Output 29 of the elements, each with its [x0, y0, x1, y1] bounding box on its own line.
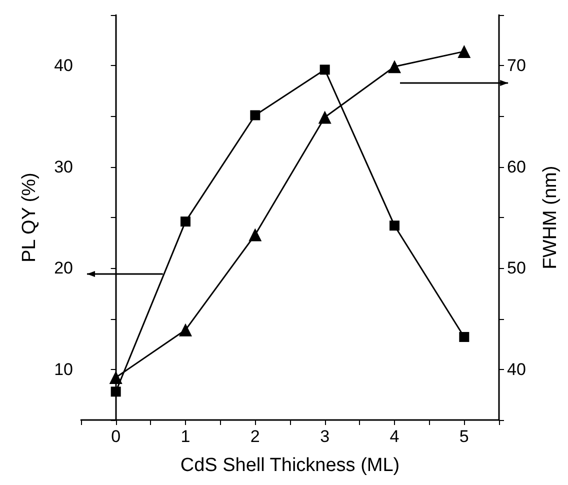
point [459, 332, 470, 342]
x-tick-label: 0 [111, 427, 121, 446]
y2-tick-label: 40 [507, 360, 526, 379]
point [110, 386, 121, 397]
point [390, 220, 400, 231]
x-tick-label: 5 [459, 427, 469, 446]
x-tick-label: 3 [320, 427, 330, 446]
point [179, 323, 192, 336]
y-tick-label: 40 [54, 56, 73, 76]
y-tick-label: 30 [54, 157, 73, 176]
y-tick-label: 10 [54, 360, 73, 379]
point [180, 216, 190, 227]
y2-tick-label: 50 [507, 258, 526, 278]
point [318, 110, 332, 124]
y-axis-title: PL QY (%) [19, 172, 40, 262]
x-tick-label: 4 [390, 427, 400, 446]
point [248, 228, 262, 242]
y-tick-label: 20 [54, 258, 73, 278]
point [320, 64, 330, 75]
point [109, 370, 122, 384]
point [458, 44, 471, 58]
y2-tick-label: 70 [507, 56, 526, 76]
y2-tick-label: 60 [507, 157, 526, 176]
x-tick-label: 2 [250, 427, 260, 446]
point [388, 60, 401, 74]
point [250, 110, 260, 120]
y2-axis-title: FWHM (nm) [540, 166, 561, 270]
x-axis-title: CdS Shell Thickness (ML) [180, 455, 400, 476]
x-tick-label: 1 [180, 427, 190, 446]
